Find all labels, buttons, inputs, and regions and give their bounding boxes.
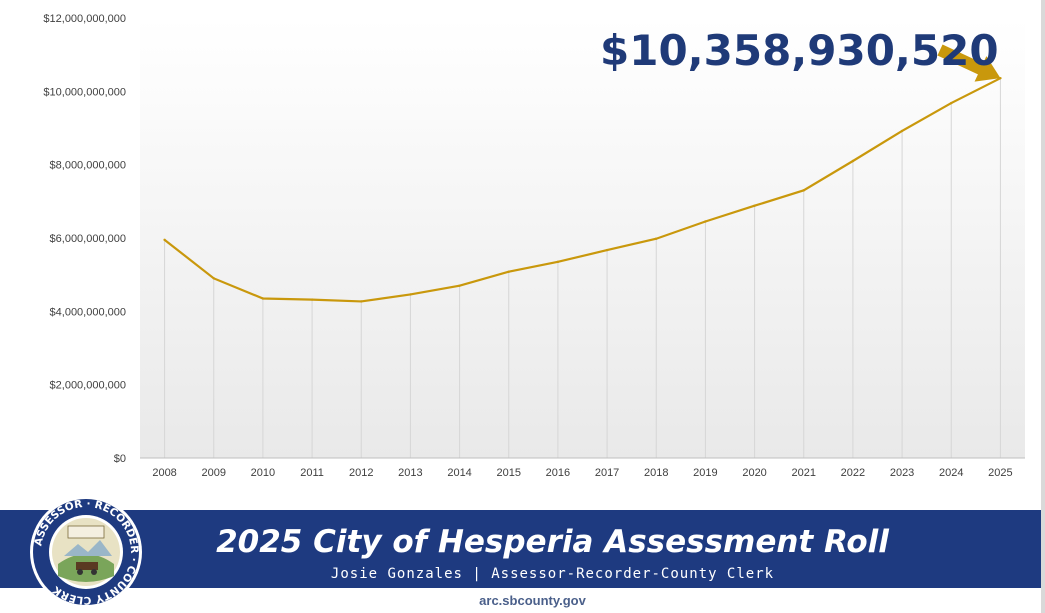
data-point	[507, 270, 510, 273]
data-point	[655, 237, 658, 240]
x-tick-label: 2010	[251, 467, 275, 479]
data-point	[605, 248, 609, 252]
callout-arrow	[937, 44, 1001, 82]
x-tick-label: 2015	[497, 467, 521, 479]
x-tick-label: 2011	[300, 467, 324, 479]
x-tick-label: 2022	[841, 467, 865, 479]
banner-title: 2025 City of Hesperia Assessment Roll	[216, 524, 889, 560]
window-edge	[1041, 0, 1045, 613]
x-tick-label: 2023	[890, 467, 914, 479]
plot-area	[140, 18, 1025, 458]
data-point	[310, 298, 314, 301]
x-tick-label: 2008	[152, 467, 176, 479]
data-point	[900, 129, 904, 133]
data-point	[753, 204, 756, 207]
x-tick-label: 2012	[349, 467, 373, 479]
data-point	[261, 297, 265, 300]
x-tick-label: 2017	[595, 467, 619, 479]
website-link[interactable]: arc.sbcounty.gov	[479, 593, 586, 608]
data-point	[458, 284, 461, 287]
data-point	[950, 101, 953, 105]
data-point	[802, 189, 805, 192]
data-point	[704, 220, 707, 223]
series-line	[163, 77, 1001, 303]
data-point	[556, 260, 560, 264]
x-tick-label: 2019	[693, 467, 717, 479]
x-tick-label: 2018	[644, 467, 668, 479]
y-tick-label: $10,000,000,000	[43, 86, 126, 98]
x-tick-label: 2025	[988, 467, 1012, 479]
data-point	[851, 159, 855, 163]
line-chart: $0 $2,000,000,000 $4,000,000,000 $6,000,000…	[43, 13, 1025, 479]
data-point	[163, 238, 166, 242]
county-seal-icon: ASSESSOR · RECORDER · COUNTY CLERK	[30, 496, 142, 608]
footer-banner	[0, 510, 1045, 588]
x-tick-label: 2021	[792, 467, 816, 479]
x-tick-label: 2013	[398, 467, 422, 479]
x-tick-label: 2014	[447, 467, 471, 479]
y-tick-label: $4,000,000,000	[50, 306, 126, 318]
y-tick-label: $12,000,000,000	[43, 13, 126, 25]
x-tick-label: 2024	[939, 467, 963, 479]
data-point	[360, 300, 363, 303]
y-tick-label: $2,000,000,000	[50, 380, 126, 392]
y-tick-label: $6,000,000,000	[50, 233, 126, 245]
y-tick-label: $0	[114, 453, 126, 465]
x-tick-label: 2016	[546, 467, 570, 479]
x-tick-label: 2020	[742, 467, 766, 479]
data-point	[212, 277, 215, 280]
x-tick-label: 2009	[202, 467, 226, 479]
banner-subtitle: Josie Gonzales | Assessor-Recorder-Count…	[330, 566, 775, 582]
total-value-callout: $10,358,930,520	[600, 26, 999, 75]
y-tick-label: $8,000,000,000	[50, 160, 126, 172]
data-point	[409, 293, 412, 296]
